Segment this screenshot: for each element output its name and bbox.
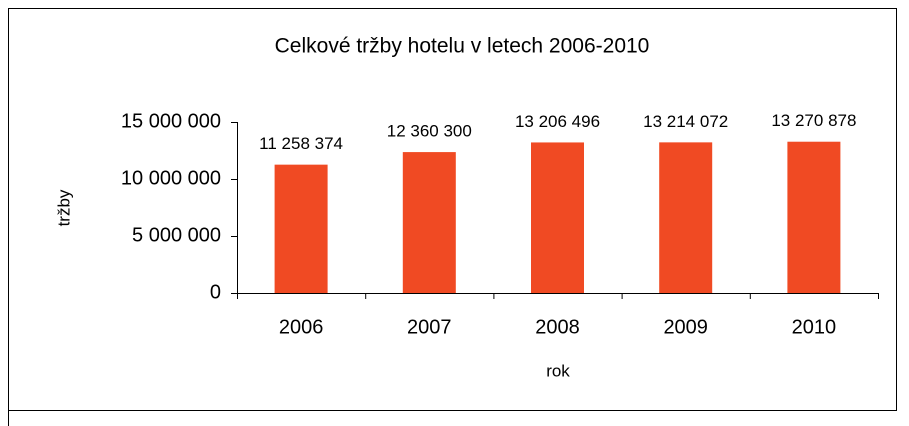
x-axis-label: rok [546,361,570,380]
chart-title: Celkové tržby hotelu v letech 2006-2010 [275,35,650,58]
bar [659,142,713,293]
x-tick-label: 2009 [663,316,708,338]
value-label: 12 360 300 [387,122,472,141]
x-tick-label: 2006 [279,316,324,338]
value-label: 13 206 496 [515,112,600,131]
y-tick-label: 5 000 000 [132,224,221,246]
chart-frame [8,8,897,411]
value-label: 13 214 072 [643,112,728,131]
y-tick-label: 15 000 000 [121,110,221,132]
bar [531,142,584,293]
bar [402,152,456,293]
bar [274,164,328,293]
value-label: 13 270 878 [771,111,856,130]
y-axis-label: tržby [54,189,73,226]
value-label: 11 258 374 [259,134,343,153]
y-tick-label: 10 000 000 [121,167,221,189]
x-tick-label: 2007 [407,316,452,338]
x-tick-label: 2008 [535,316,580,338]
y-tick-label: 0 [210,281,221,303]
x-tick-label: 2010 [792,316,837,338]
bar [787,141,841,293]
